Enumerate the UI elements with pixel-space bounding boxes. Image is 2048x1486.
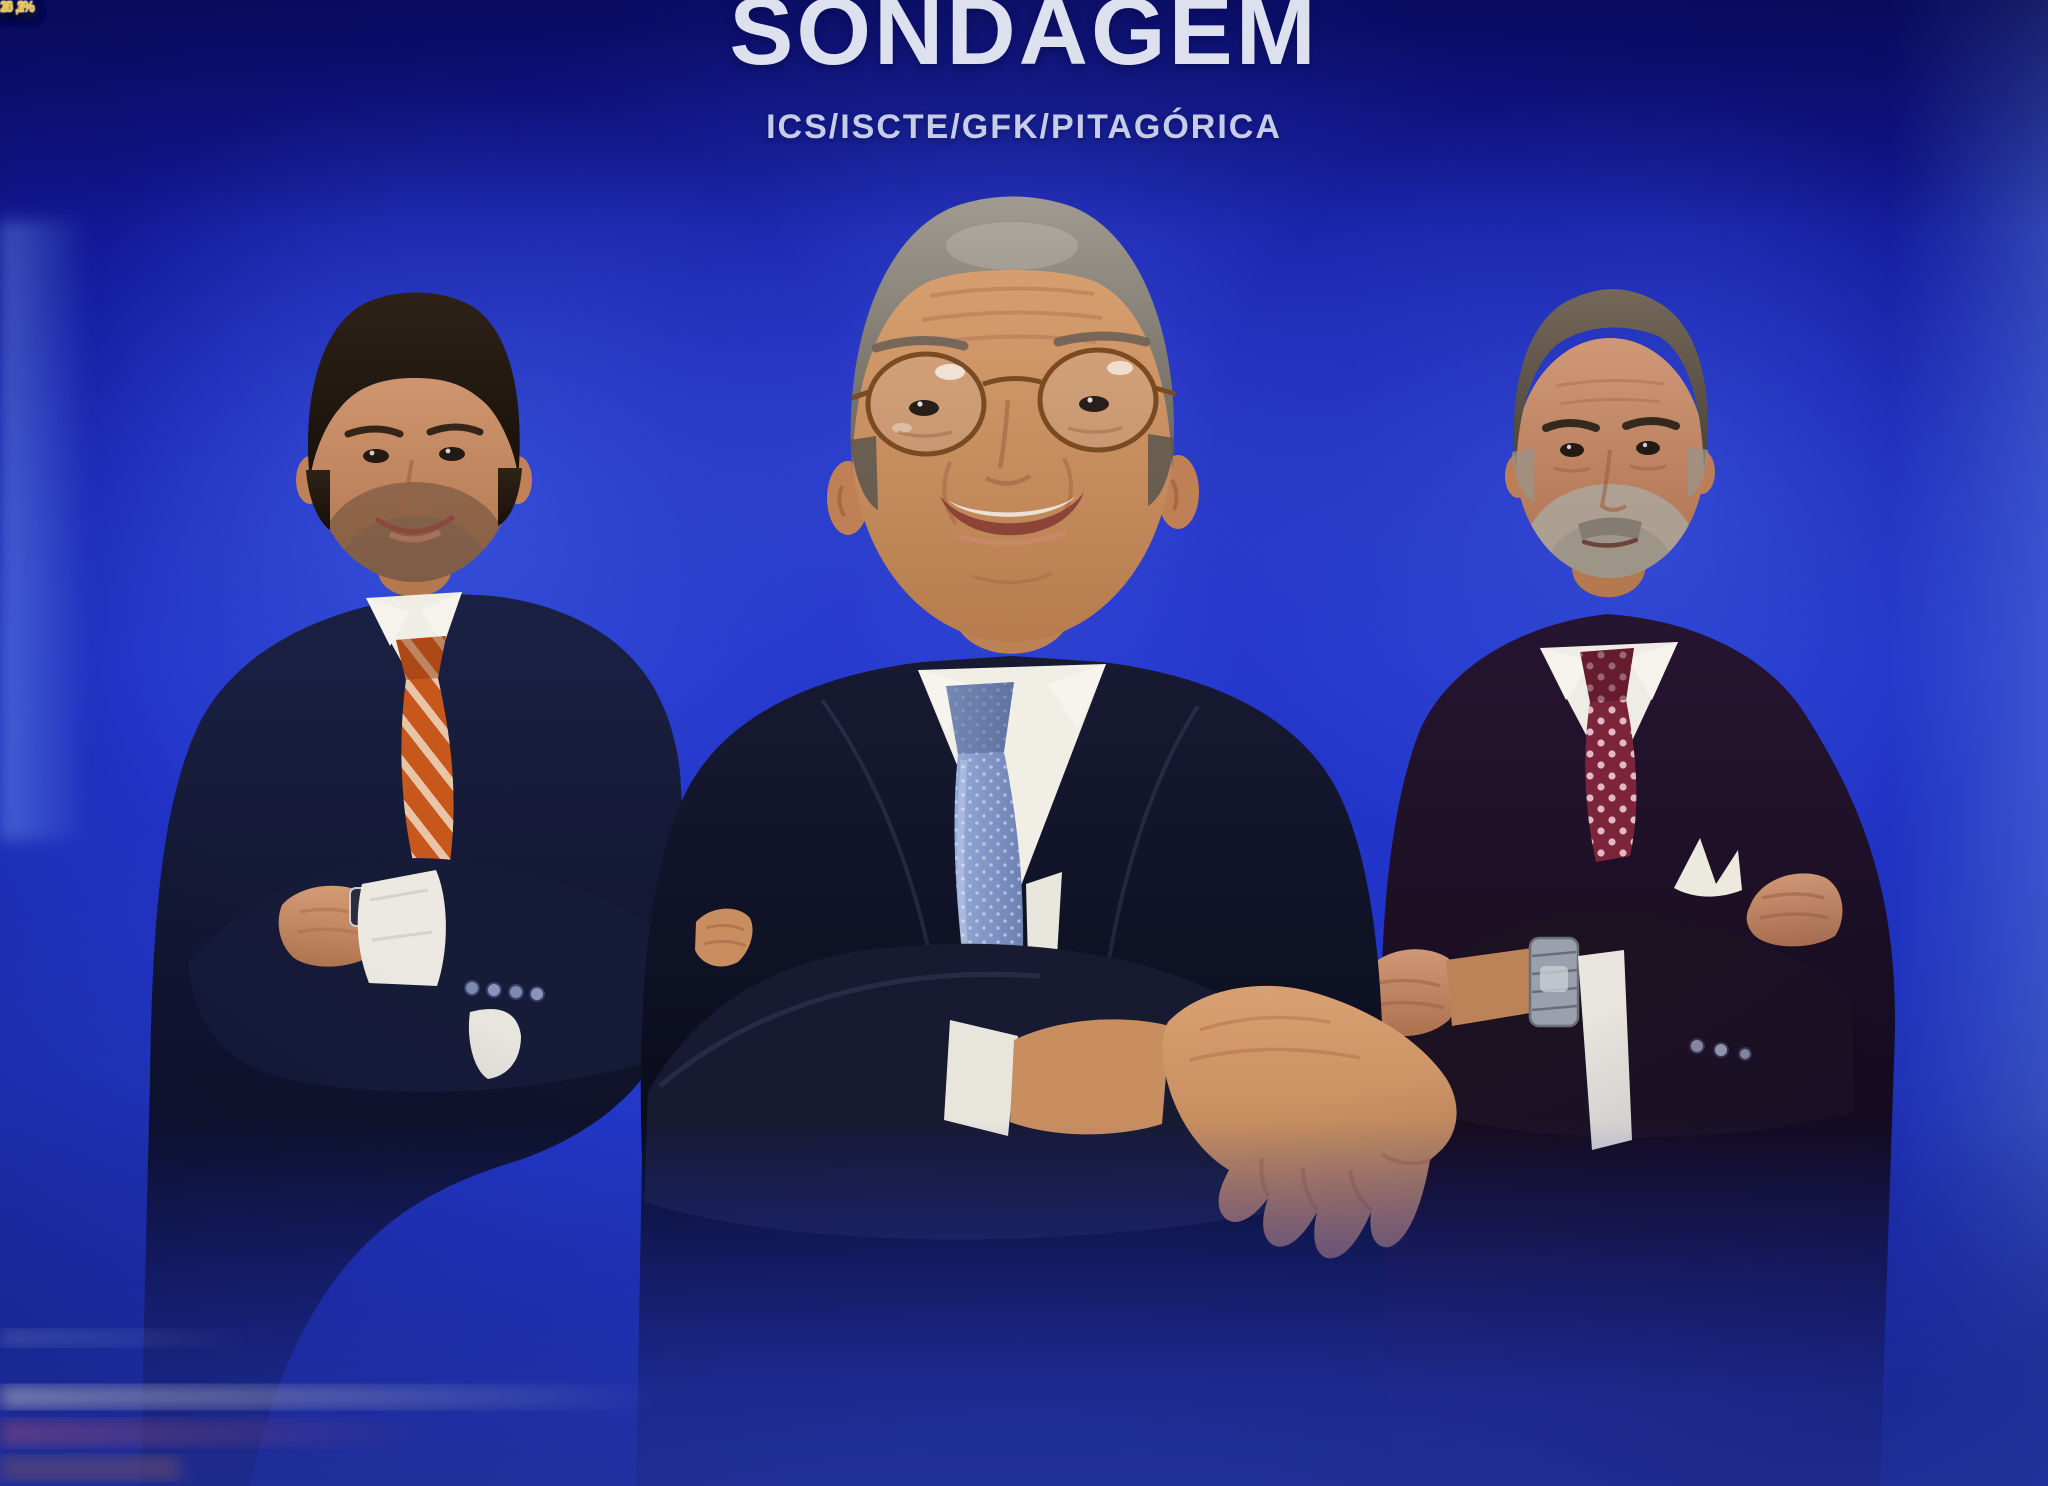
left-candidate-smile: [375, 515, 455, 534]
left-candidate-eye: [363, 449, 389, 463]
right-candidate-eyebrows: [1542, 417, 1680, 432]
right-candidate-nose: [1599, 449, 1627, 512]
poll-value-decimal: ,1%: [14, 0, 35, 16]
center-candidate-hand: [695, 908, 753, 967]
right-candidate-hand: [1746, 873, 1843, 947]
center-candidate-hair: [850, 196, 1174, 470]
left-candidate-crossed-arms: [188, 858, 680, 1092]
poll-value-decimal: ,1%: [14, 0, 35, 16]
poll-value-right-top: 16,3%: [0, 0, 35, 16]
poll-value-left-bottom: 24,1%: [0, 0, 35, 16]
center-candidate-eye: [1079, 396, 1109, 412]
center-candidate-eyebrows: [871, 331, 1151, 353]
poll-value-decimal: ,3%: [14, 0, 35, 16]
poll-value-main: 30: [0, 0, 13, 16]
page-title: SONDAGEM: [729, 0, 1319, 85]
center-candidate-nose: [984, 399, 1032, 486]
poll-value-decimal: ,2%: [14, 0, 35, 16]
poll-value-main: 24: [0, 0, 13, 16]
poll-value-left-top: 19,9%: [0, 0, 35, 16]
poll-value-main: 19: [0, 0, 13, 16]
right-candidate-crossed-arms: [1357, 873, 1854, 1150]
poll-source-label: ICS/ISCTE/GFK/PITAGÓRICA: [766, 108, 1282, 146]
center-candidate-eye: [909, 400, 939, 416]
right-candidate-hair: [1513, 289, 1708, 472]
right-candidate-pocket-square: [1674, 838, 1742, 897]
center-candidate-collar: [918, 664, 1106, 732]
right-candidate-tie: [1580, 648, 1637, 862]
left-candidate-tie: [396, 636, 454, 874]
poll-value-main: 16: [0, 0, 13, 16]
left-candidate-nose: [399, 459, 427, 516]
poll-value-center-top: 30,8%: [0, 0, 35, 16]
poll-value-main: 35: [0, 0, 13, 16]
left-candidate-hair: [307, 292, 520, 482]
left-candidate-sleeve-buttons: [464, 980, 545, 1002]
right-candidate-watch: [1528, 936, 1580, 1028]
poll-value-decimal: ,8%: [14, 0, 35, 16]
poll-value-decimal: ,9%: [14, 0, 35, 16]
center-candidate-smile: [940, 492, 1084, 546]
left-candidate-eyebrows: [344, 423, 484, 438]
right-candidate-eye: [1636, 441, 1660, 455]
right-candidate-shirt-cuff: [1578, 950, 1632, 1150]
right-candidate-sleeve-buttons: [1689, 1038, 1752, 1061]
right-candidate-eye: [1560, 443, 1584, 457]
poll-value-main: 20: [0, 0, 13, 16]
center-candidate-head: [827, 196, 1199, 642]
left-candidate-collar: [366, 592, 462, 646]
left-candidate-shirt-cuff: [468, 1009, 521, 1079]
left-candidate-eye: [439, 447, 465, 461]
right-candidate-collar: [1540, 642, 1678, 700]
right-candidate-head: [1505, 289, 1715, 578]
poll-value-center-bottom: 35,2%: [0, 0, 35, 16]
screen-glare: [0, 1330, 660, 1480]
center-candidate-shirt-cuff: [944, 1020, 1018, 1136]
right-candidate-mustache: [1578, 517, 1642, 540]
right-candidate-mouth: [1581, 537, 1639, 548]
left-candidate-shirt-cuff: [357, 870, 446, 986]
poll-value-right-bottom: 20,1%: [0, 0, 35, 16]
right-candidate-hand: [1357, 949, 1460, 1036]
